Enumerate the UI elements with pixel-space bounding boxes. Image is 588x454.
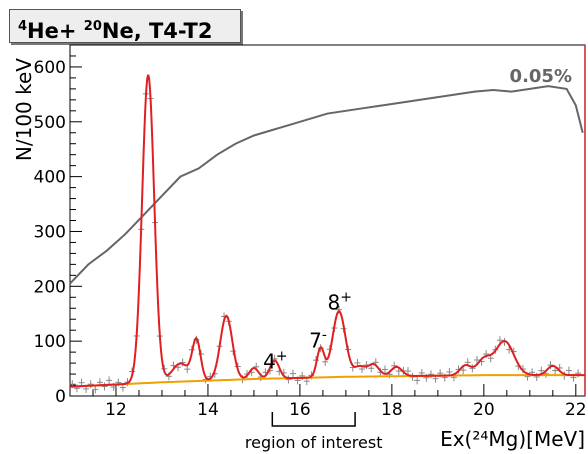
efficiency-label: 0.05% (510, 66, 572, 87)
x-tick-label: 22 (565, 400, 587, 420)
data-point (473, 355, 480, 364)
y-tick-label: 200 (34, 277, 66, 297)
data-point (179, 358, 186, 367)
title-text-1: He+ (27, 19, 84, 43)
peak-label: 4+ (263, 349, 287, 374)
data-point (290, 369, 297, 378)
background-curve (69, 374, 581, 388)
chart-title: 4He+ 20Ne, T4-T2 (9, 9, 241, 43)
data-point (285, 375, 292, 384)
x-tick-label: 20 (473, 400, 495, 420)
fit-curve (69, 74, 585, 388)
title-text-2: Ne, T4-T2 (101, 19, 213, 43)
title-sup-1: 4 (18, 19, 28, 34)
y-tick-label: 0 (55, 387, 66, 407)
title-sup-2: 20 (83, 19, 102, 34)
peak-label: 8+ (328, 289, 352, 314)
peak-label: 7- (309, 328, 327, 353)
data-point (381, 365, 388, 374)
region-bracket (271, 412, 356, 427)
y-tick-label: 300 (34, 222, 66, 242)
data-point (404, 367, 411, 376)
y-axis-label: N/100 keV (12, 58, 36, 161)
data-point (469, 364, 476, 373)
x-tick-label: 18 (381, 400, 403, 420)
data-point (368, 364, 375, 373)
data-point (184, 365, 191, 374)
data-point (101, 382, 108, 391)
data-point (87, 380, 94, 389)
y-tick-label: 100 (34, 332, 66, 352)
x-axis-label: Ex(²⁴Mg)[MeV] (440, 427, 585, 451)
data-point (427, 370, 434, 379)
data-point (565, 366, 572, 375)
y-tick-label: 400 (34, 168, 66, 188)
data-point (414, 376, 421, 385)
y-tick-label: 500 (34, 113, 66, 133)
data-point (271, 354, 278, 363)
region-label: region of interest (245, 433, 383, 452)
data-point (92, 385, 99, 394)
data-point (106, 376, 113, 385)
x-tick-label: 16 (289, 400, 311, 420)
data-point (552, 366, 559, 375)
x-tick-label: 12 (105, 400, 127, 420)
efficiency-curve (69, 85, 584, 285)
x-tick-label: 14 (197, 400, 219, 420)
y-tick-label: 600 (34, 58, 66, 78)
